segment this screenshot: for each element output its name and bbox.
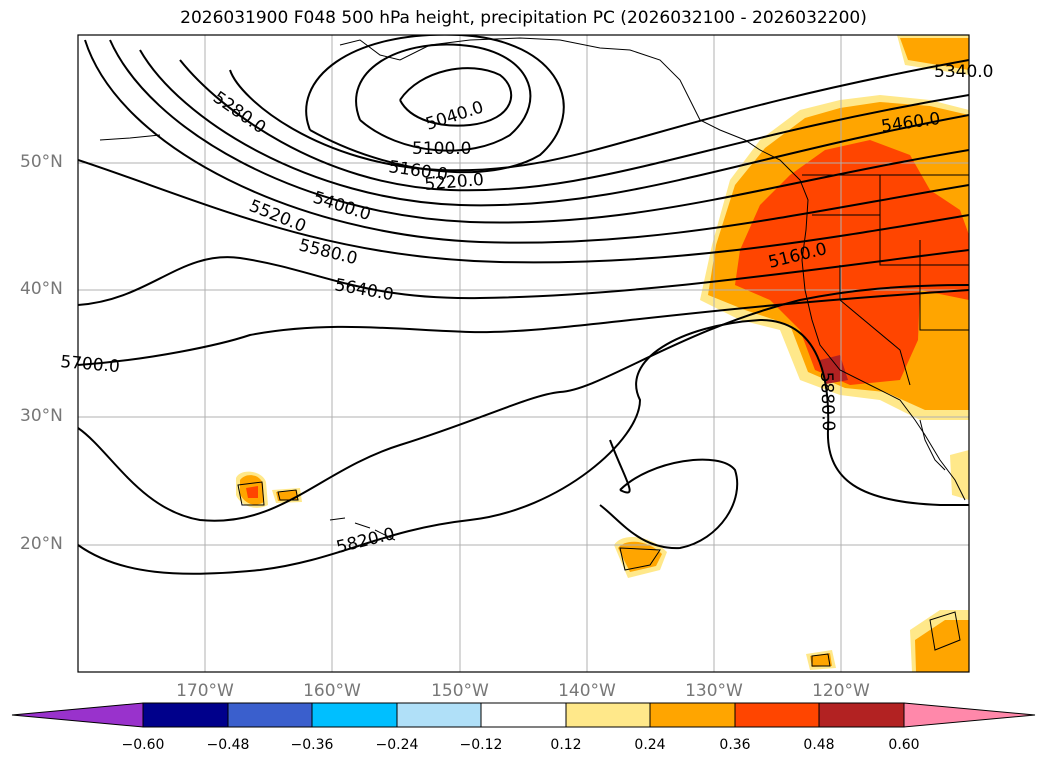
colorbar-segment [565,702,651,728]
contour-label: 5880.0 [816,371,838,431]
colorbar-segment [480,702,567,728]
colorbar-extend-right [903,702,1036,728]
colorbar-segment [818,702,905,728]
lat-label: 50°N [20,152,63,172]
colorbar-segment [734,702,820,728]
contour-label: 5340.0 [934,62,993,82]
lat-label: 40°N [20,279,63,299]
lon-label: 120°W [812,681,870,701]
contour-label: 5100.0 [412,139,471,159]
lon-label: 140°W [558,681,616,701]
map-frame [77,34,970,673]
coastlines [99,37,969,667]
colorbar-extend-left [11,702,144,728]
colorbar-tick-label: 0.36 [719,737,751,753]
contour-label: 5700.0 [60,352,121,377]
colorbar-tick-label: −0.36 [290,737,334,753]
colorbar-segment [142,702,229,728]
lat-label: 20°N [20,534,63,554]
colorbar [11,702,1036,728]
colorbar-tick-label: 0.48 [803,737,835,753]
map-title: 2026031900 F048 500 hPa height, precipit… [180,8,867,28]
colorbar-tick-label: −0.12 [459,737,503,753]
lon-label: 160°W [303,681,361,701]
colorbar-tick-label: 0.12 [550,737,582,753]
height-contours [78,35,969,575]
colorbar-segment [227,702,313,728]
colorbar-tick-label: −0.60 [121,737,165,753]
graticule [78,35,969,672]
colorbar-tick-label: −0.48 [206,737,250,753]
colorbar-segment [649,702,736,728]
colorbar-segment [311,702,398,728]
lon-label: 150°W [431,681,489,701]
colorbar-tick-label: −0.24 [375,737,419,753]
colorbar-segment [396,702,482,728]
colorbar-tick-label: 0.24 [634,737,666,753]
lon-label: 170°W [176,681,234,701]
lon-label: 130°W [685,681,743,701]
colorbar-tick-label: 0.60 [888,737,920,753]
precip-shading-red [246,140,969,498]
lat-label: 30°N [20,406,63,426]
